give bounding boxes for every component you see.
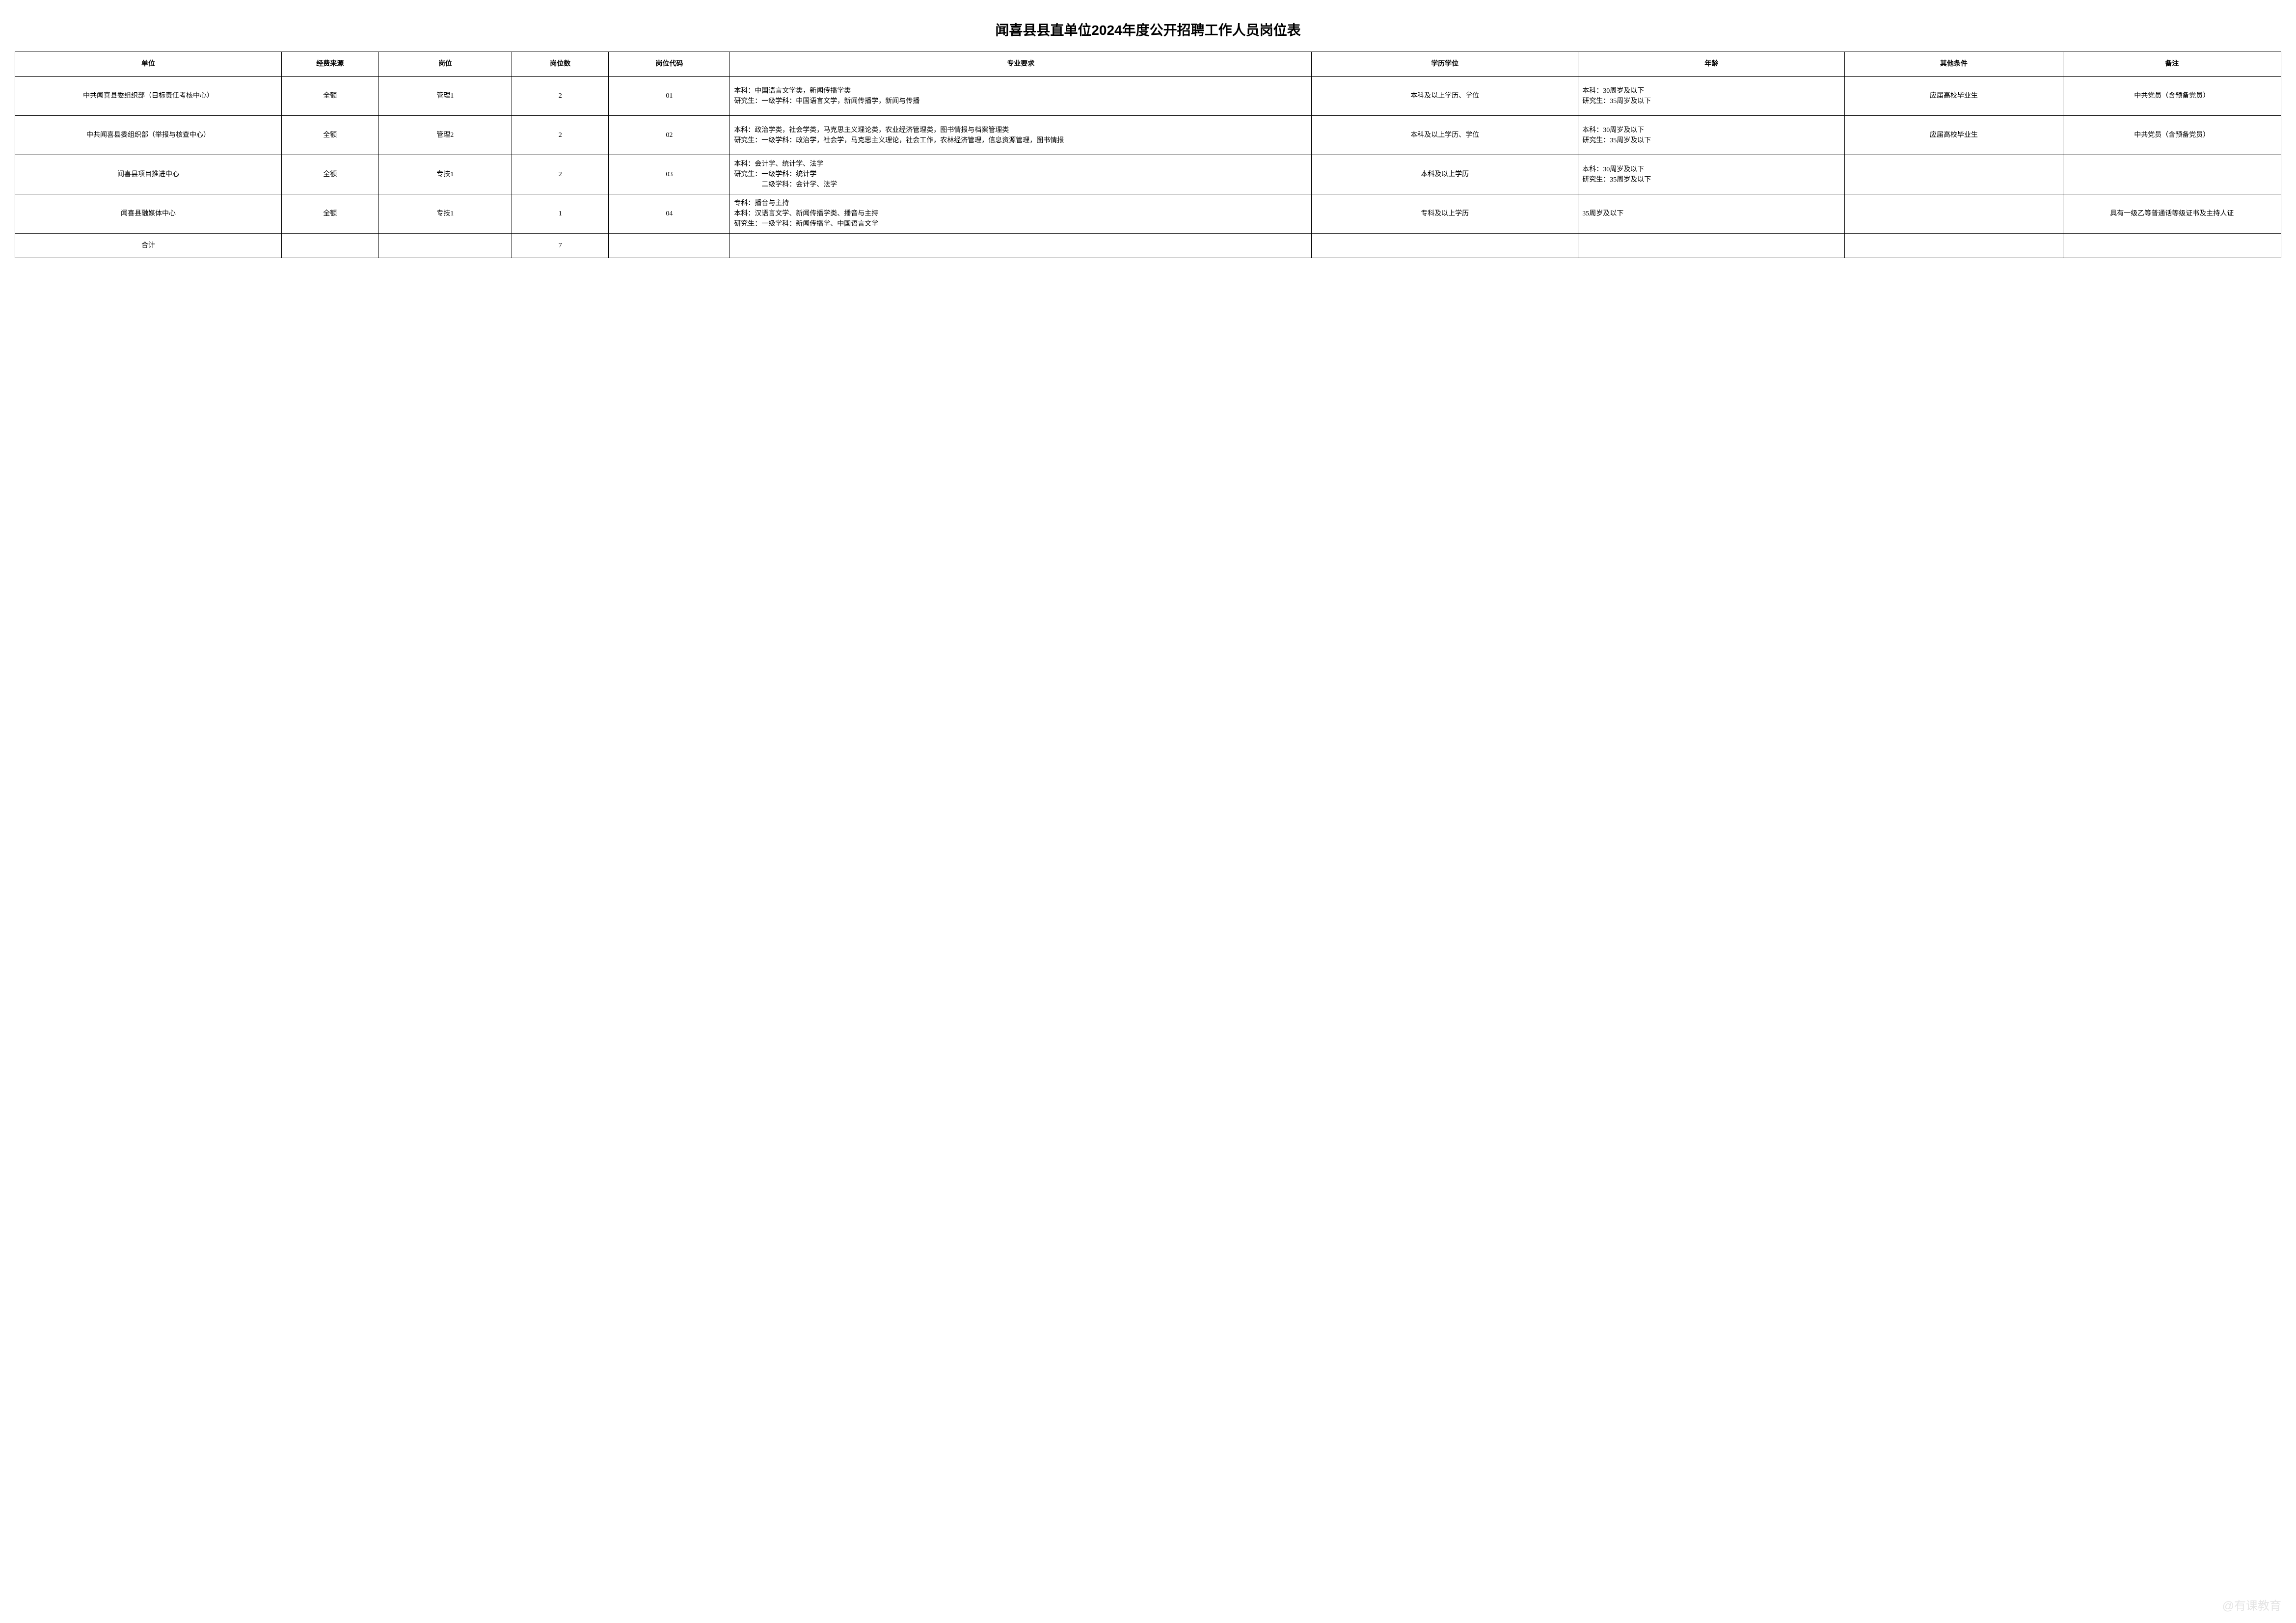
cell-unit: 中共闻喜县委组织部（举报与核查中心） — [15, 116, 282, 155]
total-empty — [1312, 234, 1578, 258]
total-count: 7 — [512, 234, 609, 258]
cell-funding: 全额 — [282, 194, 378, 234]
table-row: 闻喜县项目推进中心全额专技1203本科：会计学、统计学、法学研究生：一级学科：统… — [15, 155, 2281, 194]
cell-education: 本科及以上学历 — [1312, 155, 1578, 194]
table-row: 中共闻喜县委组织部（目标责任考核中心）全额管理1201本科：中国语言文学类，新闻… — [15, 77, 2281, 116]
total-empty — [1845, 234, 2063, 258]
cell-other: 应届高校毕业生 — [1845, 116, 2063, 155]
page-title: 闻喜县县直单位2024年度公开招聘工作人员岗位表 — [15, 20, 2281, 39]
total-label: 合计 — [15, 234, 282, 258]
table-header-row: 单位 经费来源 岗位 岗位数 岗位代码 专业要求 学历学位 年龄 其他条件 备注 — [15, 52, 2281, 77]
cell-education: 本科及以上学历、学位 — [1312, 77, 1578, 116]
recruitment-table: 单位 经费来源 岗位 岗位数 岗位代码 专业要求 学历学位 年龄 其他条件 备注… — [15, 52, 2281, 258]
cell-education: 本科及以上学历、学位 — [1312, 116, 1578, 155]
header-count: 岗位数 — [512, 52, 609, 77]
cell-count: 2 — [512, 155, 609, 194]
header-age: 年龄 — [1578, 52, 1845, 77]
table-row: 闻喜县融媒体中心全额专技1104专科：播音与主持本科：汉语言文学、新闻传播学类、… — [15, 194, 2281, 234]
cell-note — [2063, 155, 2281, 194]
cell-age: 本科：30周岁及以下研究生：35周岁及以下 — [1578, 116, 1845, 155]
cell-unit: 闻喜县项目推进中心 — [15, 155, 282, 194]
header-funding: 经费来源 — [282, 52, 378, 77]
cell-unit: 中共闻喜县委组织部（目标责任考核中心） — [15, 77, 282, 116]
cell-count: 2 — [512, 116, 609, 155]
total-empty — [378, 234, 512, 258]
cell-code: 03 — [609, 155, 730, 194]
cell-count: 1 — [512, 194, 609, 234]
cell-note: 中共党员（含预备党员） — [2063, 116, 2281, 155]
cell-major: 专科：播音与主持本科：汉语言文学、新闻传播学类、播音与主持研究生：一级学科：新闻… — [730, 194, 1312, 234]
header-other: 其他条件 — [1845, 52, 2063, 77]
header-note: 备注 — [2063, 52, 2281, 77]
cell-position: 专技1 — [378, 194, 512, 234]
cell-position: 专技1 — [378, 155, 512, 194]
cell-funding: 全额 — [282, 77, 378, 116]
cell-major: 本科：会计学、统计学、法学研究生：一级学科：统计学 二级学科：会计学、法学 — [730, 155, 1312, 194]
cell-other — [1845, 155, 2063, 194]
cell-major: 本科：中国语言文学类，新闻传播学类研究生：一级学科：中国语言文学，新闻传播学，新… — [730, 77, 1312, 116]
header-education: 学历学位 — [1312, 52, 1578, 77]
cell-age: 本科：30周岁及以下研究生：35周岁及以下 — [1578, 155, 1845, 194]
total-empty — [609, 234, 730, 258]
cell-funding: 全额 — [282, 116, 378, 155]
cell-position: 管理1 — [378, 77, 512, 116]
total-empty — [730, 234, 1312, 258]
cell-note: 具有一级乙等普通话等级证书及主持人证 — [2063, 194, 2281, 234]
total-row: 合计 7 — [15, 234, 2281, 258]
watermark: @有课教育 — [2222, 1596, 2281, 1613]
total-empty — [2063, 234, 2281, 258]
header-code: 岗位代码 — [609, 52, 730, 77]
header-major: 专业要求 — [730, 52, 1312, 77]
cell-age: 本科：30周岁及以下研究生：35周岁及以下 — [1578, 77, 1845, 116]
cell-major: 本科：政治学类，社会学类，马克思主义理论类，农业经济管理类，图书情报与档案管理类… — [730, 116, 1312, 155]
total-empty — [282, 234, 378, 258]
cell-age: 35周岁及以下 — [1578, 194, 1845, 234]
cell-note: 中共党员（含预备党员） — [2063, 77, 2281, 116]
cell-code: 01 — [609, 77, 730, 116]
cell-funding: 全额 — [282, 155, 378, 194]
header-position: 岗位 — [378, 52, 512, 77]
cell-unit: 闻喜县融媒体中心 — [15, 194, 282, 234]
cell-count: 2 — [512, 77, 609, 116]
cell-other — [1845, 194, 2063, 234]
cell-education: 专科及以上学历 — [1312, 194, 1578, 234]
total-empty — [1578, 234, 1845, 258]
table-row: 中共闻喜县委组织部（举报与核查中心）全额管理2202本科：政治学类，社会学类，马… — [15, 116, 2281, 155]
header-unit: 单位 — [15, 52, 282, 77]
cell-code: 04 — [609, 194, 730, 234]
cell-code: 02 — [609, 116, 730, 155]
cell-other: 应届高校毕业生 — [1845, 77, 2063, 116]
cell-position: 管理2 — [378, 116, 512, 155]
